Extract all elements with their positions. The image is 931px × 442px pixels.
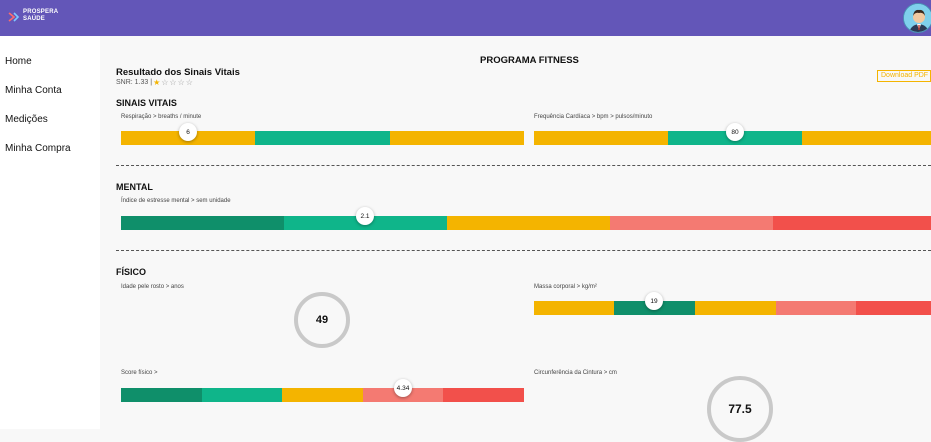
face-age-gauge: 49	[294, 292, 350, 348]
bar-segment	[255, 131, 390, 145]
logo-icon	[8, 10, 20, 22]
sidebar: Home Minha Conta Medições Minha Compra	[0, 36, 100, 429]
respiration-bar	[121, 131, 524, 145]
star-empty-icon: ☆	[177, 78, 185, 87]
logo[interactable]: PROSPERA SAÚDE	[8, 9, 58, 23]
avatar[interactable]	[903, 3, 931, 33]
snr-text: SNR: 1.33 |	[116, 79, 153, 86]
section-title-mental: MENTAL	[116, 182, 153, 192]
bar-segment	[390, 131, 524, 145]
star-empty-icon: ☆	[185, 78, 193, 87]
stress-bar	[121, 216, 931, 230]
snr-rating: SNR: 1.33 | ★☆☆☆☆	[116, 78, 193, 87]
star-empty-icon: ☆	[161, 78, 169, 87]
page-title: PROGRAMA FITNESS	[480, 55, 579, 66]
section-divider	[116, 250, 931, 251]
star-filled-icon: ★	[153, 78, 161, 87]
bar-segment	[121, 388, 202, 402]
bar-segment	[610, 216, 773, 230]
metric-label-fitness-score: Score físico >	[121, 370, 158, 376]
bar-segment	[202, 388, 282, 402]
bar-segment	[447, 216, 610, 230]
sidebar-item-minha-compra[interactable]: Minha Compra	[5, 143, 71, 154]
respiration-marker: 6	[179, 123, 197, 141]
bmi-bar	[534, 301, 931, 315]
star-empty-icon: ☆	[169, 78, 177, 87]
section-title-physical: FÍSICO	[116, 267, 147, 277]
star-rating: ★☆☆☆☆	[152, 78, 193, 87]
stress-marker: 2.1	[356, 207, 374, 225]
metric-label-heart-rate: Frequência Cardíaca > bpm > pulsos/minut…	[534, 114, 653, 120]
bar-segment	[776, 301, 856, 315]
metric-label-bmi: Massa corporal > kg/m²	[534, 284, 597, 290]
bar-segment	[443, 388, 524, 402]
download-pdf-button[interactable]: Download PDF	[877, 70, 931, 82]
waist-gauge: 77.5	[707, 376, 773, 442]
fitness-score-marker: 4.34	[394, 379, 412, 397]
logo-line2: SAÚDE	[23, 16, 46, 22]
section-divider	[116, 165, 931, 166]
sidebar-item-medicoes[interactable]: Medições	[5, 114, 48, 125]
top-bar: PROSPERA SAÚDE	[0, 0, 931, 36]
logo-line1: PROSPERA	[23, 9, 59, 15]
sidebar-item-minha-conta[interactable]: Minha Conta	[5, 85, 62, 96]
bar-segment	[695, 301, 776, 315]
metric-label-respiration: Respiração > breaths / minute	[121, 114, 202, 120]
metric-label-stress: Índice de estresse mental > sem unidade	[121, 198, 231, 204]
bar-segment	[534, 301, 614, 315]
bar-segment	[856, 301, 931, 315]
heart-rate-marker: 80	[726, 123, 744, 141]
bar-segment	[282, 388, 363, 402]
bar-segment	[773, 216, 931, 230]
heart-rate-bar	[534, 131, 931, 145]
sidebar-item-home[interactable]: Home	[5, 56, 32, 67]
metric-label-waist: Circunferência da Cintura > cm	[534, 370, 617, 376]
metric-label-face-age: Idade pele rosto > anos	[121, 284, 184, 290]
bar-segment	[121, 216, 284, 230]
bar-segment	[802, 131, 931, 145]
bmi-marker: 19	[645, 292, 663, 310]
result-title: Resultado dos Sinais Vitais	[116, 67, 240, 78]
section-title-vitals: SINAIS VITAIS	[116, 98, 177, 108]
bar-segment	[534, 131, 668, 145]
fitness-score-bar	[121, 388, 524, 402]
